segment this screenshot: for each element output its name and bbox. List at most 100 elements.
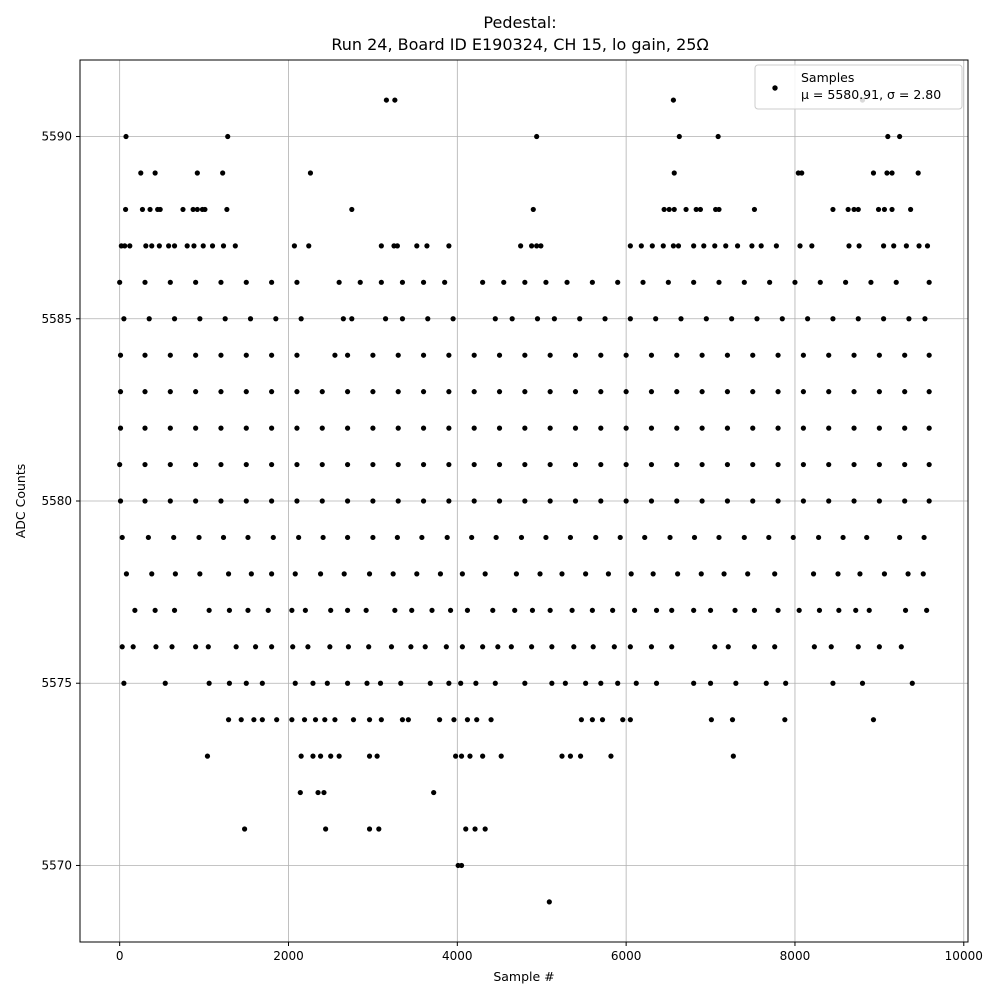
- sample-point: [572, 425, 579, 431]
- axis-ticks: 0 2000 4000 6000 8000 10000 5570 5575 5580 5585 55…: [41, 130, 982, 963]
- sample-point: [851, 206, 857, 213]
- legend: Samples μ = 5580.91, σ = 2.80: [754, 64, 963, 110]
- sample-point: [193, 352, 199, 358]
- sample-point: [926, 389, 932, 395]
- sample-point: [855, 206, 861, 213]
- sample-point: [366, 644, 372, 650]
- sample-point: [243, 352, 249, 358]
- sample-point: [721, 571, 727, 577]
- sample-point: [191, 243, 197, 249]
- sample-point: [496, 352, 503, 358]
- sample-point: [446, 389, 452, 395]
- sample-point: [522, 389, 528, 395]
- sample-point: [648, 461, 655, 468]
- sample-point: [408, 644, 414, 650]
- sample-point: [290, 644, 296, 650]
- sample-point: [366, 826, 373, 832]
- sample-point: [610, 607, 616, 613]
- sample-point: [779, 316, 785, 322]
- sample-point: [864, 534, 870, 541]
- sample-point: [378, 243, 384, 249]
- sample-point: [370, 461, 376, 468]
- sample-point: [310, 753, 316, 759]
- sample-point: [305, 644, 311, 650]
- sample-point: [167, 389, 173, 395]
- sample-point: [567, 534, 574, 541]
- sample-point: [578, 717, 584, 723]
- sample-point: [881, 206, 888, 213]
- sample-point: [319, 389, 325, 395]
- sample-point: [123, 571, 130, 577]
- sample-point: [420, 498, 427, 504]
- sample-point: [317, 571, 324, 577]
- y-tick-label: 5575: [41, 676, 72, 690]
- sample-point: [225, 571, 232, 577]
- sample-point: [172, 571, 178, 577]
- sample-point: [855, 316, 861, 322]
- sample-point: [589, 279, 595, 285]
- sample-point: [851, 389, 857, 395]
- sample-point: [324, 680, 330, 686]
- sample-point: [598, 498, 604, 504]
- sample-point: [377, 680, 384, 686]
- sample-point: [206, 680, 212, 686]
- sample-point: [537, 571, 543, 577]
- sample-point: [773, 243, 779, 249]
- sample-point: [660, 243, 666, 249]
- sample-point: [243, 680, 249, 686]
- sample-point: [302, 607, 308, 613]
- sample-point: [559, 571, 565, 577]
- sample-point: [252, 644, 259, 650]
- sample-point: [392, 97, 398, 103]
- sample-point: [577, 316, 583, 322]
- sample-point: [458, 753, 465, 759]
- sample-point: [815, 534, 822, 541]
- sample-point: [653, 607, 660, 613]
- sample-point: [826, 461, 832, 468]
- sample-point: [298, 753, 304, 759]
- sample-point: [123, 133, 129, 140]
- sample-point: [691, 534, 698, 541]
- sample-point: [245, 607, 251, 613]
- sample-point: [775, 389, 781, 395]
- sample-point: [522, 425, 528, 431]
- sample-point: [885, 133, 891, 140]
- sample-point: [382, 316, 389, 322]
- sample-point: [395, 461, 401, 468]
- sample-point: [117, 279, 123, 285]
- sample-point: [889, 170, 895, 176]
- sample-point: [876, 352, 882, 358]
- sample-point: [205, 644, 211, 650]
- sample-point: [464, 717, 471, 723]
- sample-point: [884, 170, 890, 176]
- sample-point: [835, 571, 841, 577]
- sample-point: [924, 607, 930, 613]
- sample-point: [567, 753, 574, 759]
- sample-point: [420, 425, 427, 431]
- sample-point: [270, 534, 276, 541]
- sample-point: [378, 717, 384, 723]
- sample-point: [922, 316, 928, 322]
- sample-point: [117, 425, 124, 431]
- sample-point: [496, 425, 503, 431]
- sample-point: [364, 680, 370, 686]
- chart-title: Pedestal:: [483, 13, 556, 32]
- sample-point: [145, 534, 151, 541]
- sample-point: [623, 389, 629, 395]
- sample-point: [171, 316, 178, 322]
- sample-point: [855, 644, 861, 650]
- sample-point: [676, 133, 682, 140]
- sample-point: [549, 680, 555, 686]
- x-tick-label: 2000: [273, 949, 304, 963]
- sample-point: [142, 389, 148, 395]
- sample-point: [152, 170, 158, 176]
- sample-point: [204, 753, 211, 759]
- sample-point: [471, 389, 477, 395]
- sample-point: [327, 644, 333, 650]
- sample-point: [723, 243, 729, 249]
- sample-point: [583, 571, 589, 577]
- sample-point: [707, 680, 714, 686]
- sample-point: [716, 279, 722, 285]
- sample-point: [881, 571, 888, 577]
- sample-point: [650, 571, 656, 577]
